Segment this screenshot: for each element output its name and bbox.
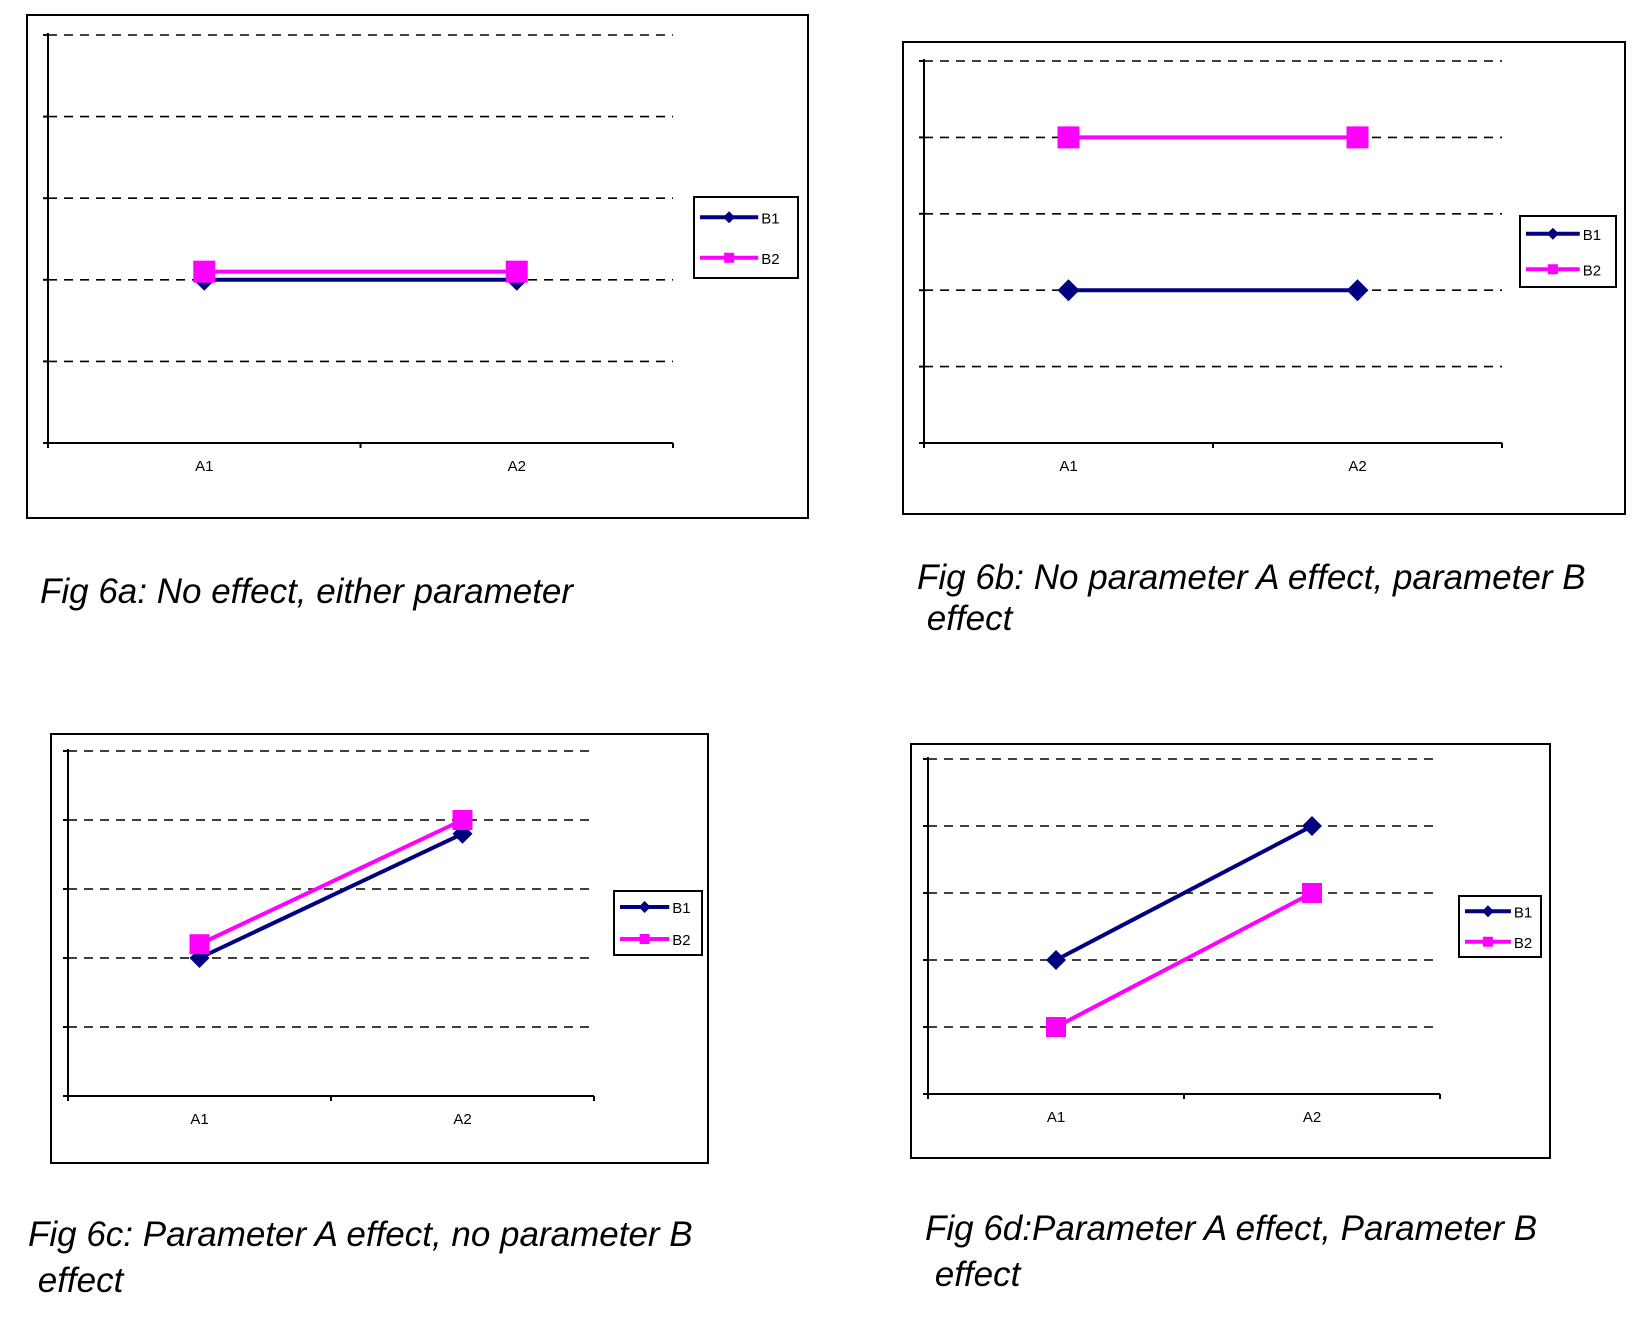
legend-label-b2: B2 (1514, 935, 1532, 952)
legend: B1 B2 (693, 196, 799, 279)
x-tick-label: A2 (508, 458, 526, 475)
series-line-b2 (1055, 891, 1313, 1029)
legend-marker-b1 (1546, 227, 1559, 240)
legend-box (613, 890, 703, 956)
data-point-b1 (1346, 279, 1369, 302)
legend: B1 B2 (613, 890, 703, 956)
chart-frame (50, 733, 709, 1164)
x-tick-label: A1 (195, 458, 213, 475)
legend-box (693, 196, 799, 279)
legend-label-b2: B2 (672, 932, 690, 949)
figure-caption: effect (925, 1255, 1022, 1294)
figure-caption: Fig 6b: No parameter A effect, parameter… (917, 558, 1586, 597)
figure-caption: effect (28, 1261, 125, 1300)
legend-marker-b2 (1482, 936, 1493, 947)
gridlines (68, 750, 594, 1028)
data-point-b2 (1302, 883, 1322, 903)
legend-label-b1: B1 (1514, 904, 1532, 921)
data-point-b2 (505, 260, 528, 283)
chart-fig6b: A1 A2 B1 B2 (902, 41, 1626, 515)
legend-marker-b1 (1481, 905, 1494, 918)
chart-frame (902, 41, 1626, 515)
legend-marker-b2 (1547, 264, 1558, 275)
legend-marker-b2 (724, 252, 735, 263)
x-tick-label: A2 (453, 1111, 471, 1128)
data-point-b2 (193, 260, 216, 283)
legend: B1 B2 (1519, 215, 1617, 288)
series-line-b2 (198, 818, 464, 947)
series-b1 (1057, 279, 1369, 302)
data-point-b1 (1046, 950, 1066, 970)
x-tick-label: A1 (1059, 458, 1077, 475)
x-tick-label: A2 (1348, 458, 1366, 475)
series-b2 (193, 260, 528, 283)
figure-caption: Fig 6d:Parameter A effect, Parameter B (925, 1209, 1537, 1248)
series-line-b1 (198, 831, 464, 960)
legend-box (1519, 215, 1617, 288)
legend-box (1458, 895, 1542, 958)
x-tick-label: A1 (1047, 1109, 1065, 1126)
series-b2 (1057, 126, 1369, 149)
chart-frame (26, 14, 809, 519)
data-point-b2 (1046, 1017, 1066, 1037)
series-b2 (1046, 883, 1322, 1037)
data-point-b2 (1346, 126, 1369, 149)
x-tick-label: A1 (190, 1111, 208, 1128)
data-point-b1 (1057, 279, 1080, 302)
data-point-b2 (1057, 126, 1080, 149)
legend-label-b1: B1 (672, 900, 690, 917)
x-tick-label: A2 (1303, 1109, 1321, 1126)
data-point-b2 (189, 934, 210, 955)
data-point-b2 (452, 810, 473, 830)
chart-frame (910, 743, 1551, 1159)
series-b1 (1046, 816, 1322, 970)
chart-fig6d: A1 A2 B1 B2 (910, 743, 1551, 1159)
legend-marker-b2 (639, 934, 650, 944)
data-point-b1 (1302, 816, 1322, 836)
legend-label-b1: B1 (1583, 227, 1601, 244)
chart-fig6a: A1 A2 B1 B2 (26, 14, 809, 519)
figure-caption: Fig 6c: Parameter A effect, no parameter… (28, 1215, 693, 1254)
series-line-b1 (1055, 824, 1313, 962)
legend-label-b1: B1 (761, 210, 779, 227)
figure-caption: effect (917, 599, 1014, 638)
legend-label-b2: B2 (1583, 262, 1601, 279)
series-b2 (189, 810, 473, 955)
legend-marker-b1 (638, 901, 651, 913)
figure-caption: Fig 6a: No effect, either parameter (40, 572, 574, 611)
legend-label-b2: B2 (761, 251, 779, 268)
legend: B1 B2 (1458, 895, 1542, 958)
chart-fig6c: A1 A2 B1 B2 (50, 733, 709, 1164)
legend-marker-b1 (723, 211, 736, 224)
